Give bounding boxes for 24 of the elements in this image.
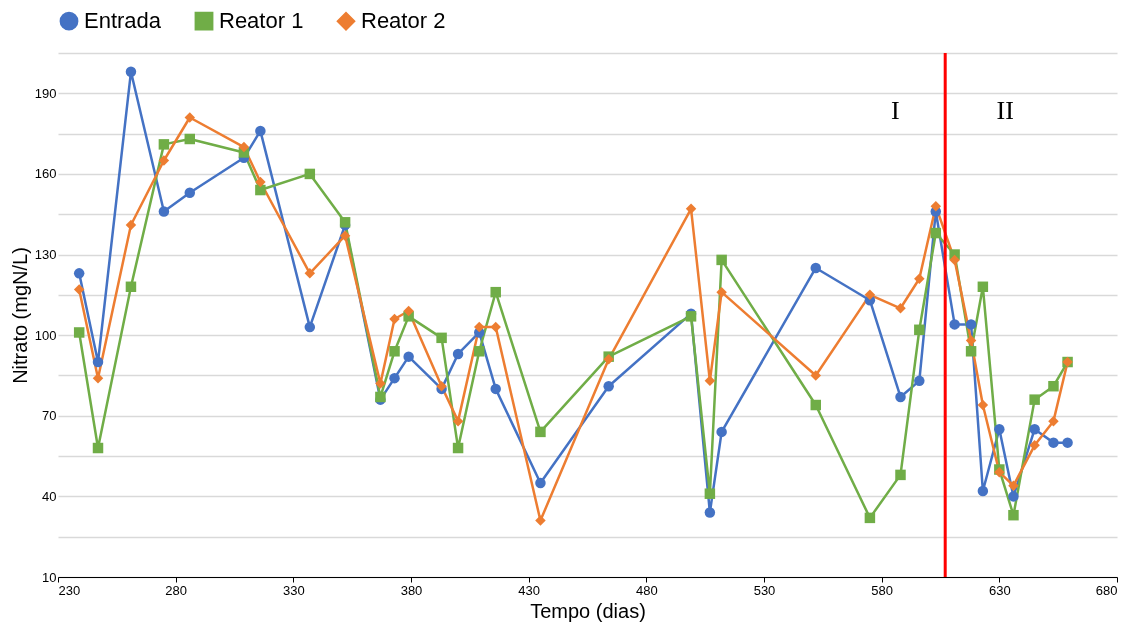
x-tick-label: 580 xyxy=(871,582,894,598)
x-tick-label: 330 xyxy=(282,582,305,598)
x-tick-label: 480 xyxy=(635,582,658,598)
legend-label: Reator 2 xyxy=(361,8,446,34)
y-tick-label: 190 xyxy=(34,85,57,101)
x-axis-title: Tempo (dias) xyxy=(530,599,646,622)
x-tick-label: 530 xyxy=(753,582,776,598)
y-tick-label: 70 xyxy=(42,408,57,424)
x-tick-label: 230 xyxy=(58,582,81,598)
y-axis-title: Nitrato (mgN/L) xyxy=(8,247,31,384)
y-tick-label: 10 xyxy=(42,569,57,585)
x-tick-label: 380 xyxy=(400,582,423,598)
annotation: II xyxy=(996,96,1014,125)
x-tick-label: 280 xyxy=(165,582,188,598)
y-tick-label: 40 xyxy=(42,488,57,504)
legend-label: Entrada xyxy=(84,8,162,34)
x-tick-label: 430 xyxy=(518,582,541,598)
annotation: I xyxy=(890,96,900,125)
x-tick-label: 630 xyxy=(988,582,1011,598)
y-tick-label: 100 xyxy=(34,327,57,343)
legend-label: Reator 1 xyxy=(219,8,304,34)
x-tick-label: 680 xyxy=(1095,582,1118,598)
y-tick-label: 160 xyxy=(34,166,57,182)
y-tick-label: 130 xyxy=(34,247,57,263)
